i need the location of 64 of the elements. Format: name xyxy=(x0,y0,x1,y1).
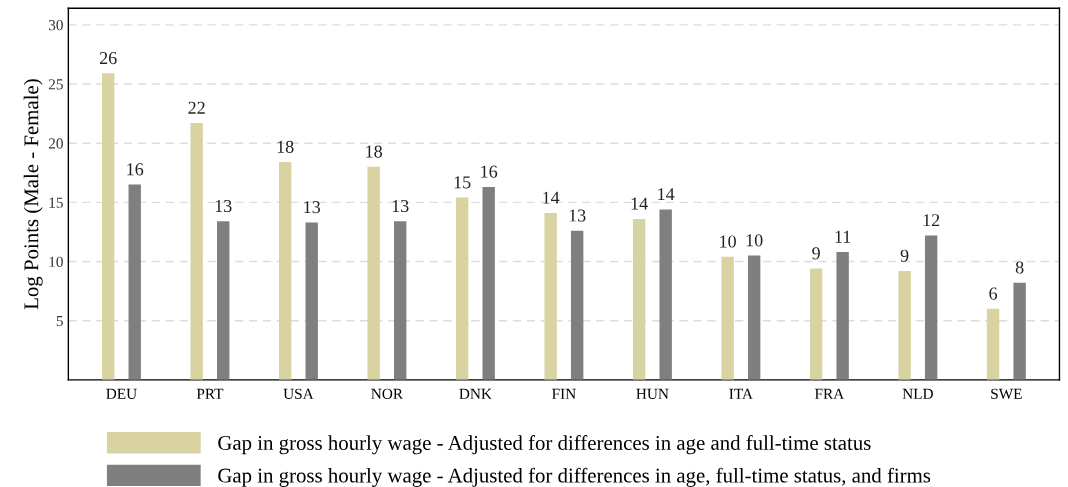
x-tick-label: NOR xyxy=(371,388,404,399)
bar xyxy=(659,209,672,380)
x-tick-label: NLD xyxy=(902,388,933,399)
data-label: 10 xyxy=(720,235,736,248)
bar xyxy=(455,197,469,380)
bar xyxy=(986,308,1000,380)
bar xyxy=(544,213,557,380)
legend-label: Gap in gross hourly wage - Adjusted for differences in age, full-time status, and firms xyxy=(218,467,931,487)
bar xyxy=(101,73,115,380)
x-tick-label: PRT xyxy=(196,388,224,399)
data-label: 8 xyxy=(1015,261,1024,274)
data-label: 11 xyxy=(835,230,851,243)
data-label: 18 xyxy=(366,145,382,158)
data-label: 12 xyxy=(923,214,940,227)
data-label: 13 xyxy=(569,209,586,222)
x-tick-label: SWE xyxy=(991,388,1022,400)
data-label: 14 xyxy=(631,197,648,210)
bar xyxy=(747,255,761,380)
x-tick-label: DEU xyxy=(106,388,137,399)
legend-label: Gap in gross hourly wage - Adjusted for differences in age and full-time status xyxy=(218,435,871,455)
data-label: 6 xyxy=(989,287,998,300)
x-tick-label: FIN xyxy=(552,388,576,399)
data-label: 9 xyxy=(900,249,909,262)
bar xyxy=(924,235,938,380)
bar xyxy=(305,222,318,380)
data-label: 26 xyxy=(99,52,117,65)
data-label: 16 xyxy=(481,165,498,178)
data-label: 13 xyxy=(215,199,232,213)
x-tick-label: FRA xyxy=(814,388,845,399)
bar xyxy=(809,268,823,380)
data-label: 13 xyxy=(304,201,321,214)
bar xyxy=(482,186,495,380)
bar xyxy=(570,230,584,380)
y-tick-label: 30 xyxy=(48,19,63,31)
data-label: 15 xyxy=(454,176,471,189)
y-tick-label: 15 xyxy=(49,197,63,208)
bar xyxy=(1013,282,1026,380)
data-label: 14 xyxy=(658,188,675,201)
x-tick-label: ITA xyxy=(729,388,753,399)
y-tick-label: 5 xyxy=(56,315,63,327)
data-label: 13 xyxy=(392,199,409,213)
bar xyxy=(128,184,141,380)
data-label: 9 xyxy=(812,247,820,260)
bar xyxy=(632,218,646,380)
bar xyxy=(836,252,849,380)
data-label: 16 xyxy=(127,163,144,176)
bar xyxy=(898,270,911,380)
x-tick-label: USA xyxy=(283,388,314,399)
x-tick-label: HUN xyxy=(636,388,669,399)
data-label: 14 xyxy=(543,191,560,204)
y-tick-label: 10 xyxy=(49,256,63,267)
bar xyxy=(278,162,292,380)
x-tick-label: DNK xyxy=(459,388,492,399)
data-label: 18 xyxy=(277,140,294,153)
bar xyxy=(367,166,380,380)
data-label: 10 xyxy=(746,234,763,247)
y-tick-label: 20 xyxy=(48,138,63,149)
bar xyxy=(190,123,203,380)
bar xyxy=(394,221,407,380)
y-tick-label: 25 xyxy=(48,79,63,90)
bar xyxy=(721,256,734,380)
bar xyxy=(217,221,230,380)
y-axis-title: Log Points (Male - Female) xyxy=(23,79,43,310)
data-label: 22 xyxy=(188,101,205,114)
